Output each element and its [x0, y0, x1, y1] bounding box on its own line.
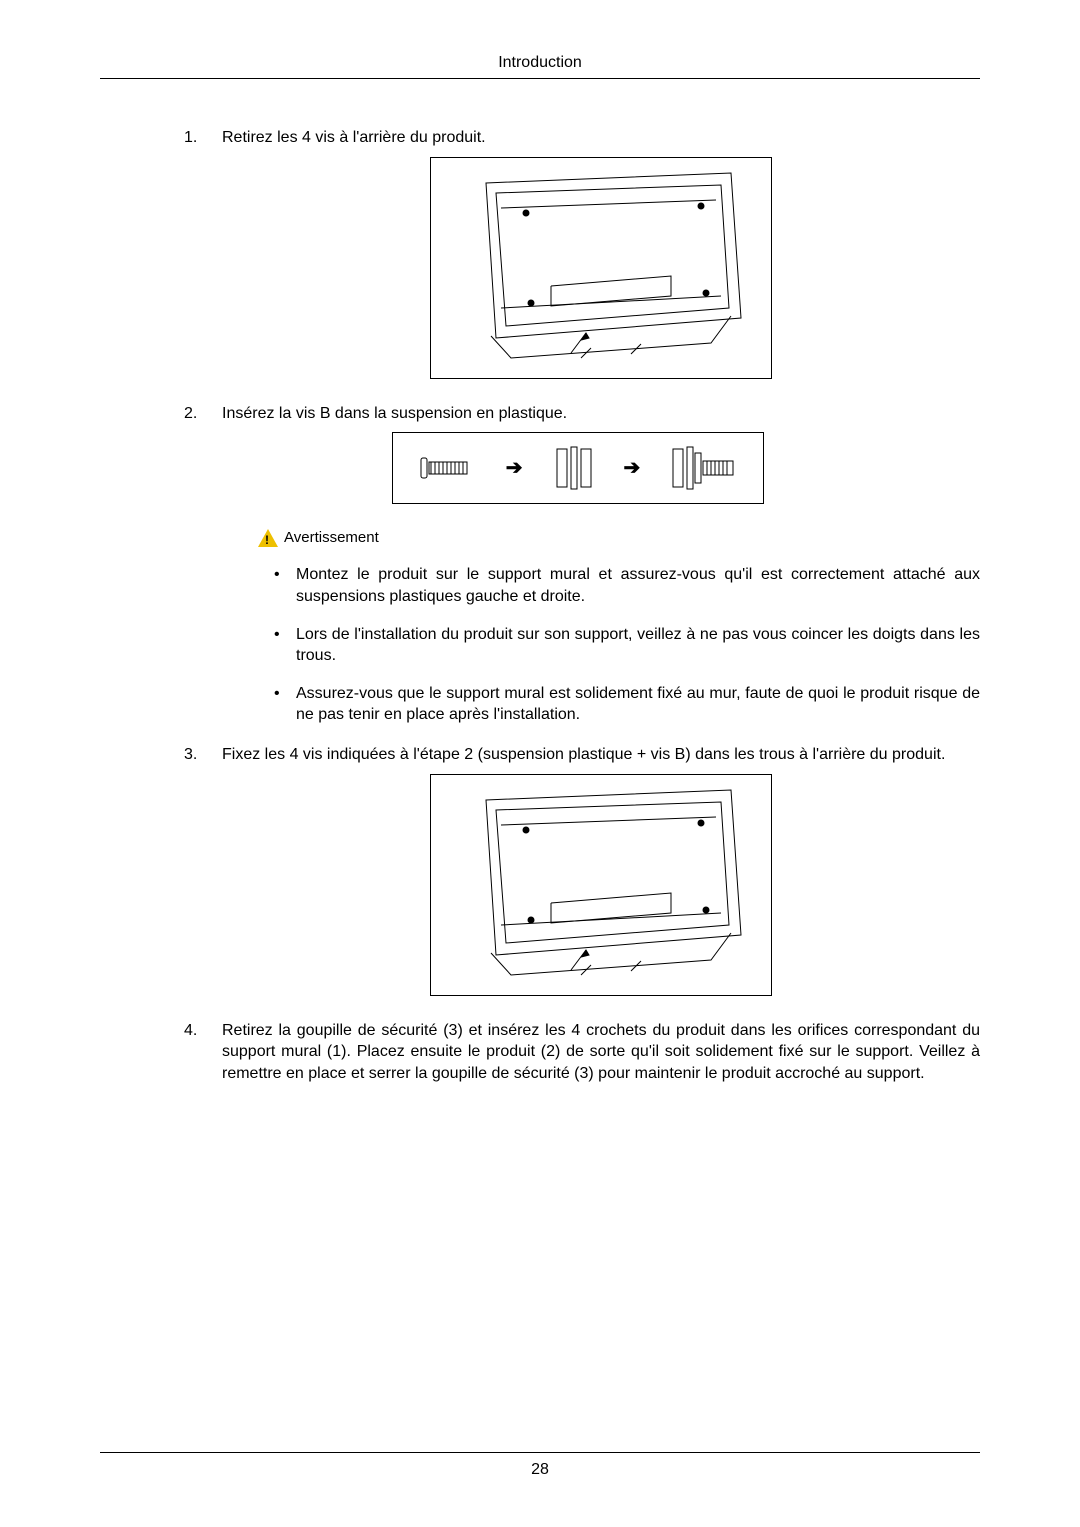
warning-item: Assurez‑vous que le support mural est so…: [260, 683, 980, 726]
tv-rear-drawing: [431, 158, 771, 378]
arrow-icon: ➔: [623, 455, 640, 482]
figure-tv-back-1: [430, 157, 772, 379]
warning-item-text: Assurez‑vous que le support mural est so…: [296, 685, 980, 724]
warning-label: Avertissement: [284, 528, 379, 548]
assembled-hanger-icon: [669, 443, 739, 493]
screw-row: ➔ ➔: [393, 433, 763, 503]
step-1-text: Retirez les 4 vis à l'arrière du produit…: [222, 129, 486, 146]
warning-item-text: Montez le produit sur le support mural e…: [296, 566, 980, 605]
step-3-text: Fixez les 4 vis indiquées à l'étape 2 (s…: [222, 746, 945, 763]
plastic-hanger-icon: [551, 443, 595, 493]
warning-heading: Avertissement: [258, 528, 980, 548]
content-area: Retirez les 4 vis à l'arrière du produit…: [100, 127, 980, 1084]
screw-b-icon: [417, 448, 477, 488]
step-1: Retirez les 4 vis à l'arrière du produit…: [184, 127, 980, 379]
header-title: Introduction: [498, 54, 582, 71]
steps-list: Retirez les 4 vis à l'arrière du produit…: [184, 127, 980, 1084]
warning-item: Montez le produit sur le support mural e…: [260, 564, 980, 607]
arrow-icon: ➔: [506, 455, 523, 482]
page: Introduction Retirez les 4 vis à l'arriè…: [0, 0, 1080, 1527]
step-4: Retirez la goupille de sécurité (3) et i…: [184, 1020, 980, 1085]
page-header: Introduction: [100, 54, 980, 79]
warning-item: Lors de l'installation du produit sur so…: [260, 624, 980, 667]
step-2: Insérez la vis B dans la suspension en p…: [184, 403, 980, 726]
warning-list: Montez le produit sur le support mural e…: [260, 564, 980, 726]
step-2-text: Insérez la vis B dans la suspension en p…: [222, 405, 567, 422]
warning-item-text: Lors de l'installation du produit sur so…: [296, 626, 980, 665]
figure-screw-sequence: ➔ ➔: [392, 432, 764, 504]
page-number: 28: [531, 1461, 549, 1478]
warning-triangle-icon: [258, 529, 278, 547]
figure-tv-back-2: [430, 774, 772, 996]
step-3: Fixez les 4 vis indiquées à l'étape 2 (s…: [184, 744, 980, 996]
step-4-text: Retirez la goupille de sécurité (3) et i…: [222, 1022, 980, 1082]
tv-rear-drawing: [431, 775, 771, 995]
page-footer: 28: [100, 1452, 980, 1479]
